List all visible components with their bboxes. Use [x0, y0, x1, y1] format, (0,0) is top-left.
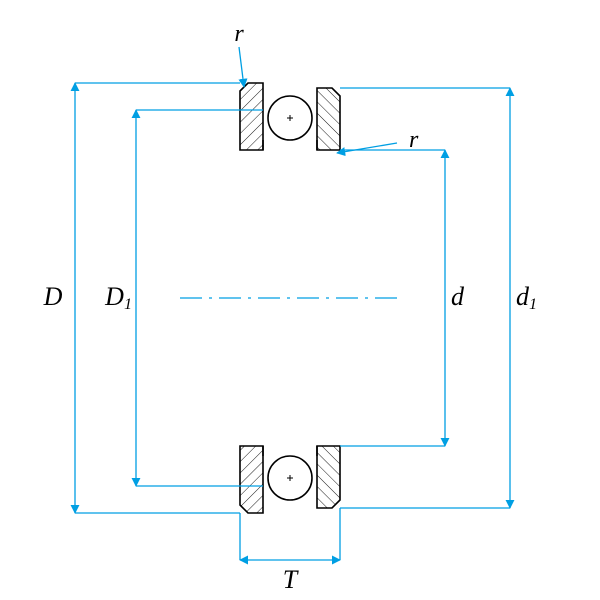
bearing-diagram: D D1 d d1 Tr r	[0, 0, 600, 600]
leader-line	[239, 47, 244, 87]
dimension-label: r	[234, 21, 244, 47]
dimension-label: d1	[516, 282, 537, 313]
dimension-label: D1	[104, 282, 132, 313]
left-washer-section	[240, 446, 263, 513]
leader-line	[337, 143, 397, 153]
dimension-label: d	[451, 282, 465, 311]
right-washer-section	[317, 88, 340, 150]
dimension-label: D	[43, 282, 63, 311]
left-washer-section	[240, 83, 263, 150]
dimension-label: T	[283, 565, 299, 594]
dimension-label: r	[409, 127, 419, 153]
right-washer-section	[317, 446, 340, 508]
